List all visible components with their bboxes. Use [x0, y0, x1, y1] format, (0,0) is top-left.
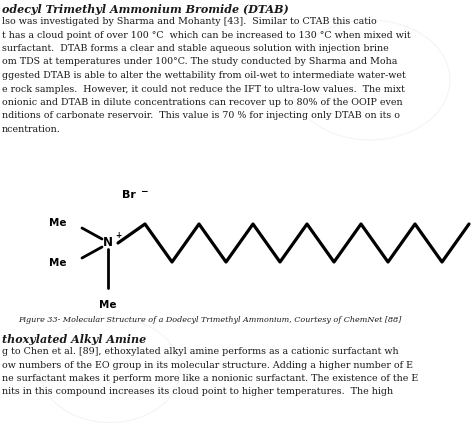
Text: Figure 33- Molecular Structure of a Dodecyl Trimethyl Ammonium, Courtesy of Chem: Figure 33- Molecular Structure of a Dode…	[18, 316, 401, 324]
Text: thoxylated Alkyl Amine: thoxylated Alkyl Amine	[2, 334, 146, 345]
Text: ggested DTAB is able to alter the wettability from oil-wet to intermediate water: ggested DTAB is able to alter the wettab…	[2, 71, 406, 80]
Text: Me: Me	[49, 218, 67, 228]
Text: Me: Me	[49, 258, 67, 268]
Text: surfactant.  DTAB forms a clear and stable aqueous solution with injection brine: surfactant. DTAB forms a clear and stabl…	[2, 44, 389, 53]
Text: ncentration.: ncentration.	[2, 125, 61, 134]
Text: ow numbers of the EO group in its molecular structure. Adding a higher number of: ow numbers of the EO group in its molecu…	[2, 360, 413, 369]
Text: odecyl Trimethyl Ammonium Bromide (DTAB): odecyl Trimethyl Ammonium Bromide (DTAB)	[2, 4, 289, 15]
Text: nditions of carbonate reservoir.  This value is 70 % for injecting only DTAB on : nditions of carbonate reservoir. This va…	[2, 112, 400, 121]
Text: N: N	[103, 236, 113, 250]
Text: Me: Me	[99, 300, 117, 310]
Text: lso was investigated by Sharma and Mohanty [43].  Similar to CTAB this catio: lso was investigated by Sharma and Mohan…	[2, 17, 377, 26]
Text: e rock samples.  However, it could not reduce the IFT to ultra-low values.  The : e rock samples. However, it could not re…	[2, 84, 405, 93]
Text: t has a cloud point of over 100 °C  which can be increased to 130 °C when mixed : t has a cloud point of over 100 °C which…	[2, 31, 410, 40]
Text: Br: Br	[122, 190, 136, 200]
Text: g to Chen et al. [89], ethoxylated alkyl amine performs as a cationic surfactant: g to Chen et al. [89], ethoxylated alkyl…	[2, 347, 399, 356]
Text: nits in this compound increases its cloud point to higher temperatures.  The hig: nits in this compound increases its clou…	[2, 388, 393, 397]
Text: onionic and DTAB in dilute concentrations can recover up to 80% of the OOIP even: onionic and DTAB in dilute concentration…	[2, 98, 402, 107]
Text: +: +	[115, 231, 121, 241]
Text: om TDS at temperatures under 100°C. The study conducted by Sharma and Moha: om TDS at temperatures under 100°C. The …	[2, 58, 397, 66]
Text: −: −	[140, 187, 147, 196]
Text: ne surfactant makes it perform more like a nonionic surfactant. The existence of: ne surfactant makes it perform more like…	[2, 374, 418, 383]
